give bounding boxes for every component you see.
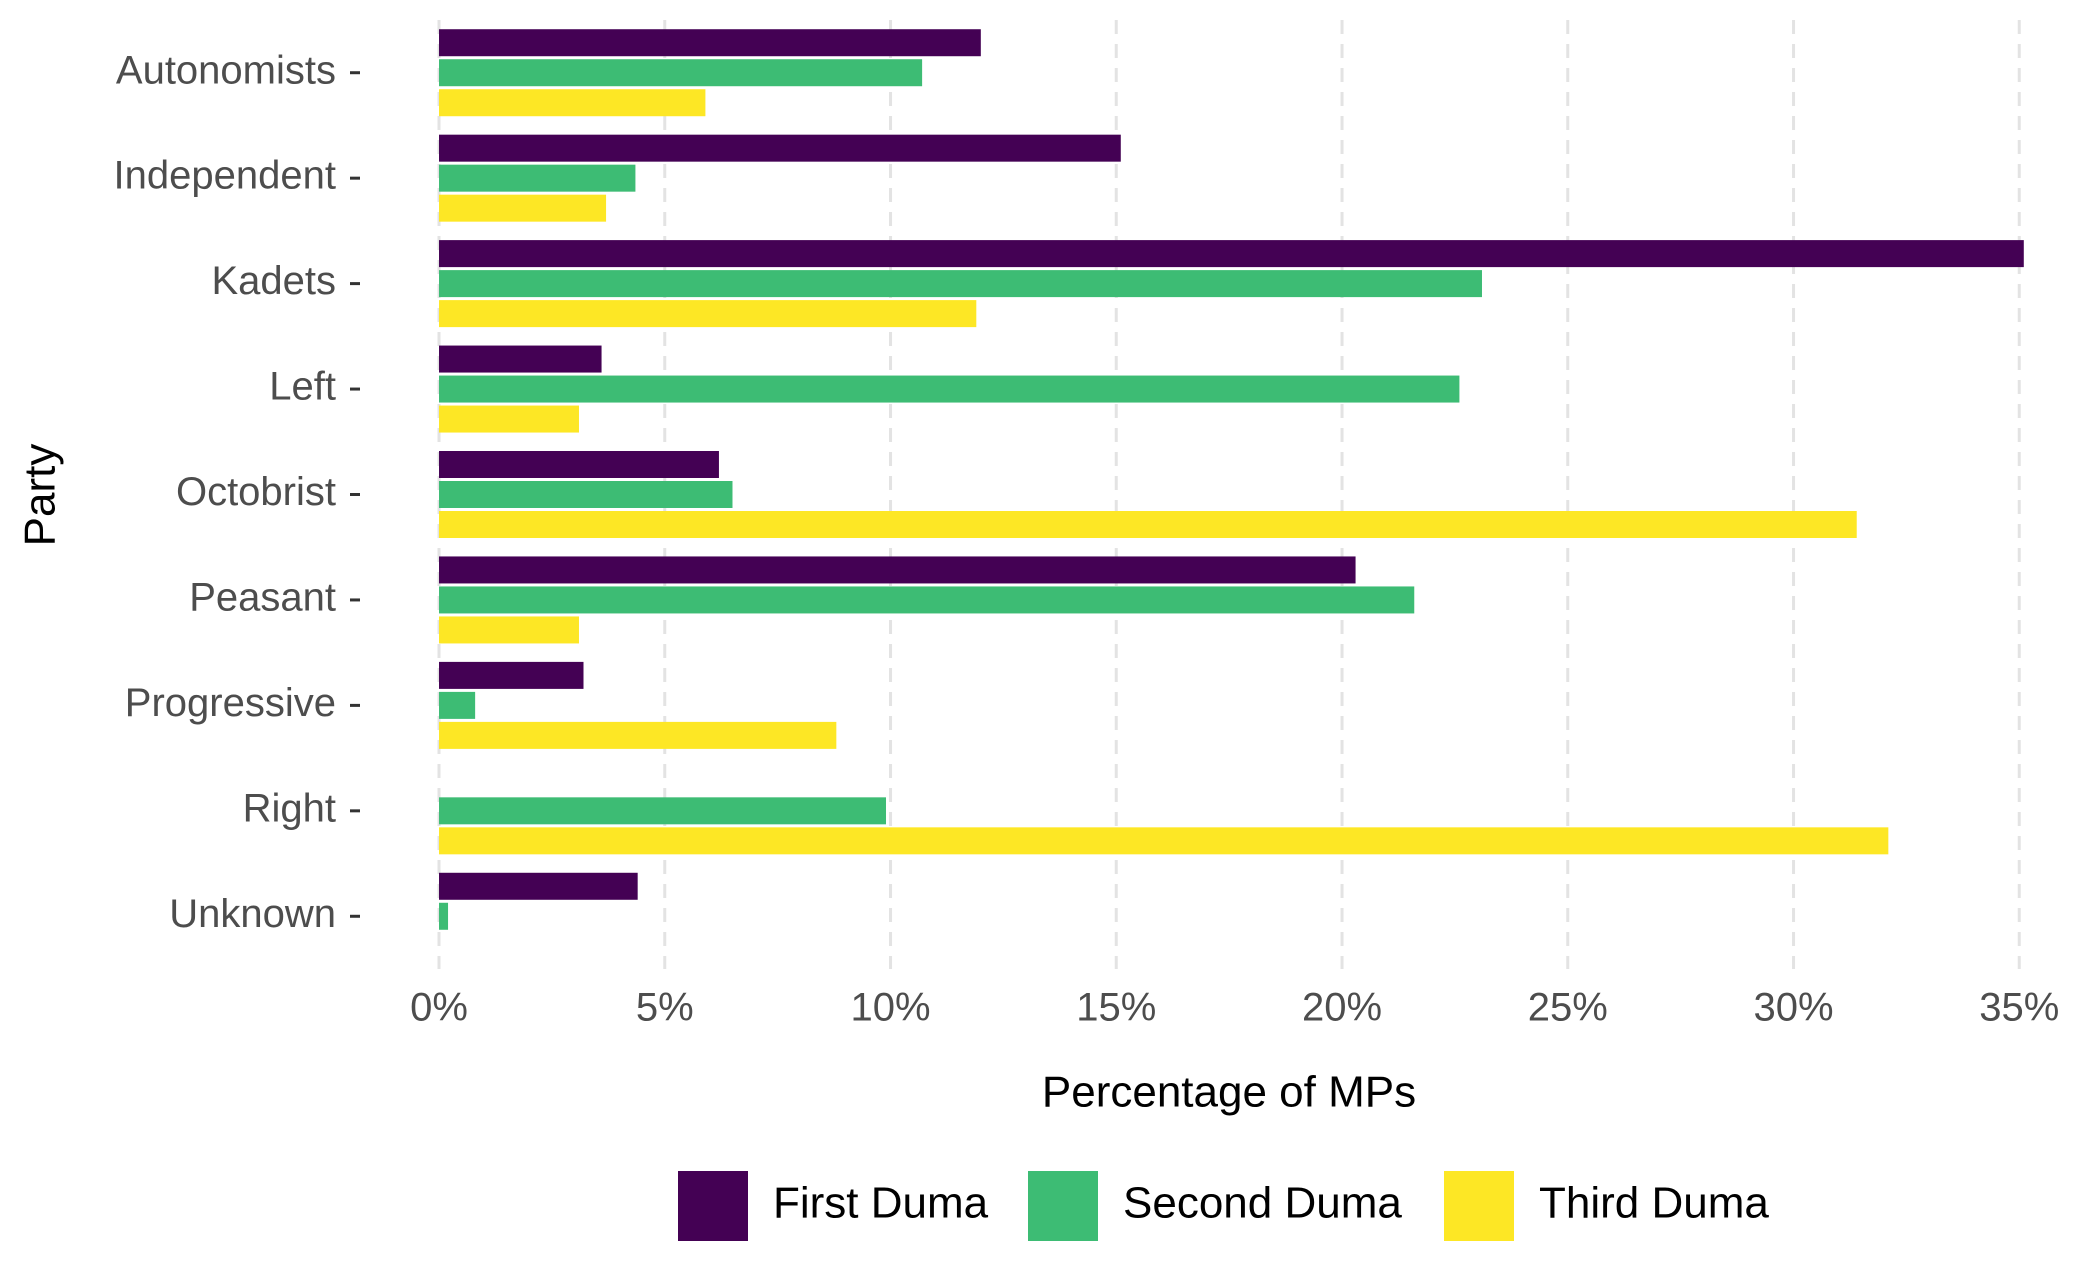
x-tick-label: 35% bbox=[1979, 986, 2059, 1030]
bar bbox=[439, 827, 1889, 855]
bar bbox=[439, 194, 607, 222]
legend-label: First Duma bbox=[773, 1179, 989, 1228]
bar bbox=[439, 481, 733, 508]
x-tick-label: 0% bbox=[410, 986, 468, 1030]
x-tick-label: 25% bbox=[1528, 986, 1608, 1030]
bar bbox=[439, 902, 449, 930]
bar bbox=[439, 240, 2024, 268]
bar bbox=[439, 405, 579, 433]
bar bbox=[439, 270, 1482, 298]
bar bbox=[439, 586, 1415, 614]
bar bbox=[439, 797, 887, 825]
legend-key bbox=[1444, 1171, 1514, 1241]
legend-label: Second Duma bbox=[1123, 1179, 1402, 1228]
x-tick-label: 15% bbox=[1076, 986, 1156, 1030]
bar bbox=[439, 661, 584, 689]
bar bbox=[439, 29, 981, 57]
y-tick-label: Peasant bbox=[189, 576, 336, 620]
bar bbox=[439, 134, 1121, 162]
bar bbox=[439, 89, 706, 117]
legend-key bbox=[1028, 1171, 1098, 1241]
legend-label: Third Duma bbox=[1539, 1179, 1769, 1228]
y-tick-label: Kadets bbox=[211, 259, 336, 303]
bar bbox=[439, 300, 977, 328]
bar bbox=[439, 721, 837, 749]
y-tick-label: Progressive bbox=[125, 681, 336, 725]
bar bbox=[439, 375, 1460, 403]
y-axis-title: Party bbox=[16, 444, 65, 547]
y-tick-label: Left bbox=[269, 365, 336, 409]
bar bbox=[439, 691, 476, 719]
x-tick-label: 5% bbox=[636, 986, 694, 1030]
y-tick-label: Independent bbox=[114, 154, 336, 198]
y-tick-label: Unknown bbox=[169, 892, 336, 936]
bar bbox=[439, 164, 636, 192]
bar bbox=[439, 872, 638, 900]
bar bbox=[439, 556, 1356, 584]
bar bbox=[439, 511, 1857, 538]
bar bbox=[439, 345, 602, 373]
x-tick-label: 10% bbox=[850, 986, 930, 1030]
x-axis-title: Percentage of MPs bbox=[1042, 1068, 1416, 1117]
bar bbox=[439, 59, 923, 87]
bar bbox=[439, 616, 579, 644]
y-tick-label: Right bbox=[243, 786, 336, 830]
x-tick-label: 30% bbox=[1753, 986, 1833, 1030]
bar bbox=[439, 451, 719, 478]
y-tick-label: Octobrist bbox=[176, 470, 336, 514]
x-tick-label: 20% bbox=[1302, 986, 1382, 1030]
y-tick-label: Autonomists bbox=[116, 48, 336, 92]
legend-key bbox=[678, 1171, 748, 1241]
